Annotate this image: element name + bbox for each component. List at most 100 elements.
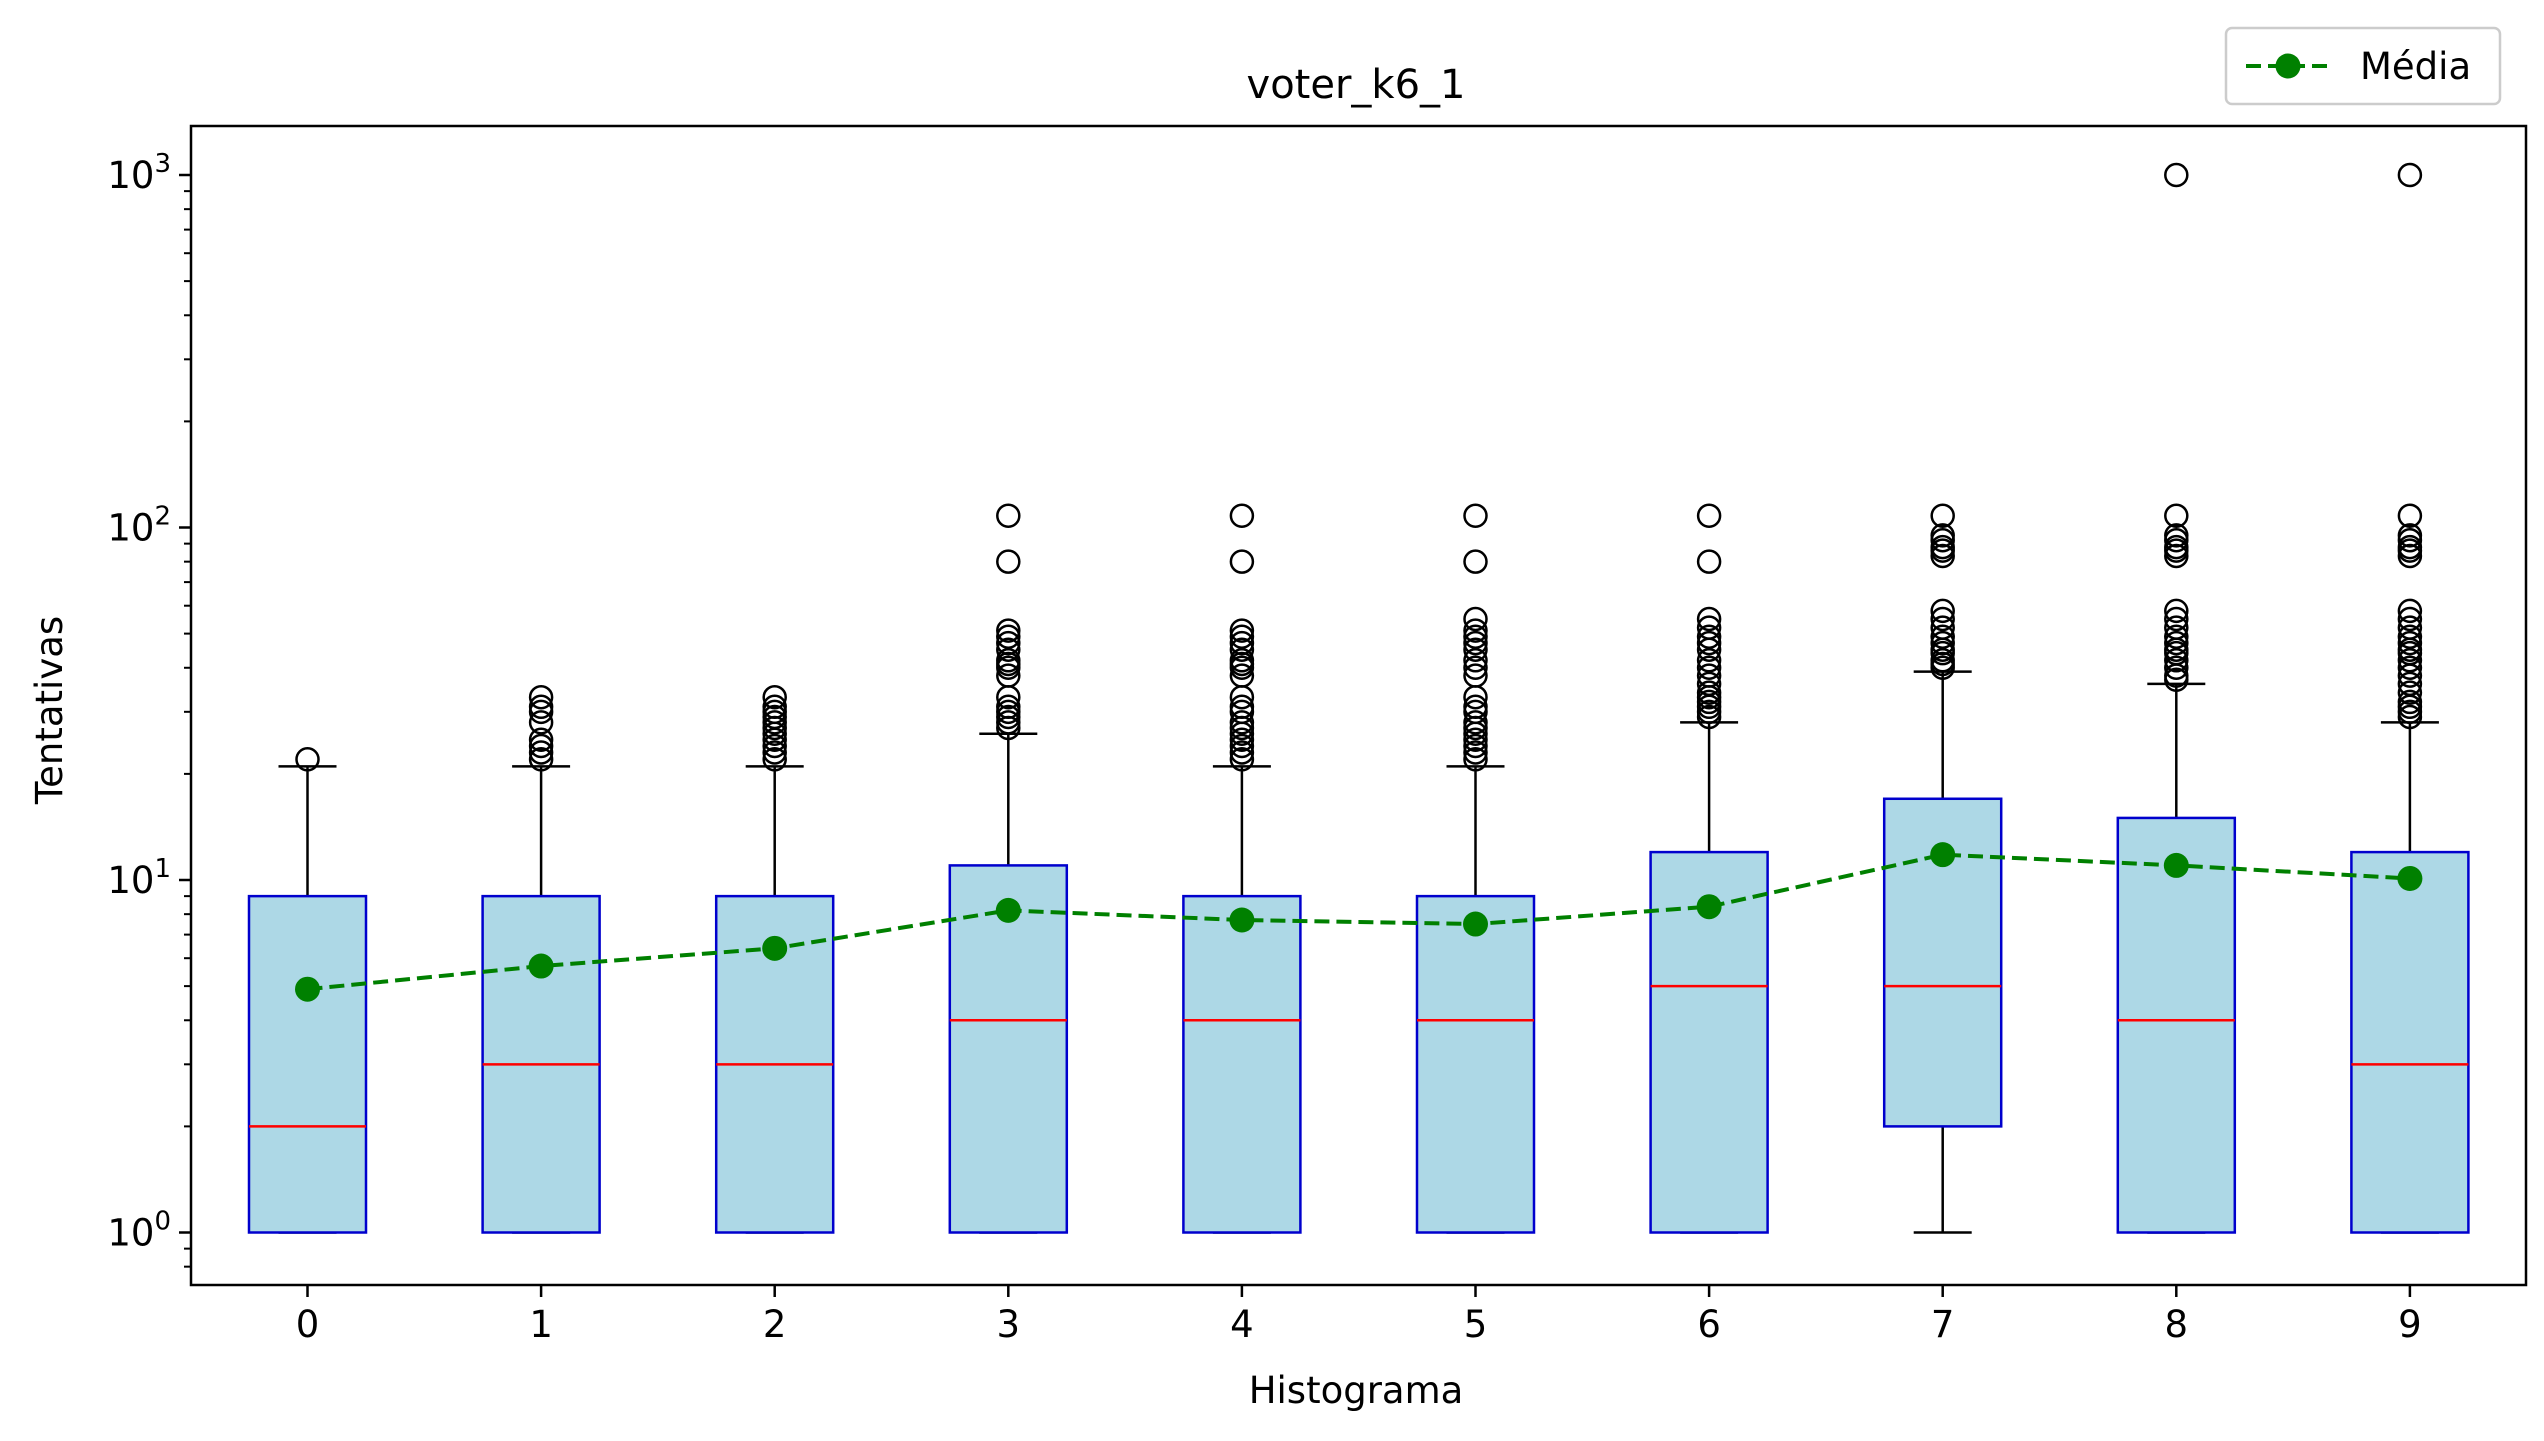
- outlier-point: [1463, 624, 1488, 649]
- outlier-point: [2397, 534, 2423, 560]
- y-tick-label: 101: [107, 854, 171, 902]
- outlier-point: [996, 630, 1021, 656]
- outlier-point: [1229, 503, 1255, 528]
- outlier-point: [1696, 615, 1722, 640]
- outlier-point: [1696, 648, 1722, 673]
- outlier-point: [2397, 630, 2423, 656]
- x-tick-label: 6: [1697, 1303, 1721, 1346]
- outlier-point: [1463, 655, 1488, 681]
- outlier-point: [1696, 549, 1722, 574]
- outlier-point: [1930, 543, 1955, 569]
- legend-box: [2224, 26, 2502, 106]
- outlier-point: [2164, 606, 2189, 632]
- legend: Média: [2224, 26, 2502, 106]
- x-axis: 0 1 2 3 4 5 6 7 8 9: [296, 1285, 2422, 1346]
- outlier-point: [2397, 162, 2423, 188]
- outlier-point: [1463, 733, 1488, 759]
- outlier-point: [2164, 598, 2189, 624]
- outlier-point: [2397, 606, 2423, 632]
- outlier-point: [1463, 727, 1488, 752]
- outlier-point: [2397, 655, 2423, 681]
- outlier-point: [2164, 543, 2189, 569]
- outlier-point: [996, 694, 1021, 720]
- outlier-point: [1696, 606, 1722, 632]
- y-axis: 100 101 102 103: [107, 149, 191, 1268]
- mean-point: [1463, 911, 1488, 937]
- outlier-point: [996, 648, 1021, 673]
- mean-point: [762, 935, 788, 961]
- outlier-point: [2397, 615, 2423, 640]
- outlier-point: [996, 637, 1021, 662]
- box-group-6: [1649, 503, 1769, 1234]
- box-group-0: [247, 747, 368, 1234]
- outlier-point: [2397, 598, 2423, 624]
- x-tick-label: 1: [529, 1303, 553, 1346]
- outlier-point: [528, 727, 554, 752]
- outlier-point: [1229, 648, 1255, 673]
- x-tick-label: 2: [763, 1303, 787, 1346]
- outlier-point: [996, 618, 1021, 643]
- box-group-1: [481, 684, 601, 1234]
- outlier-point: [2164, 503, 2189, 528]
- chart-title: voter_k6_1: [1247, 62, 1466, 108]
- outlier-point: [1229, 630, 1255, 656]
- outlier-point: [295, 747, 320, 772]
- outlier-point: [1463, 747, 1488, 772]
- outlier-point: [1696, 503, 1722, 528]
- box: [1182, 894, 1302, 1234]
- axes-frame: [189, 124, 2528, 1287]
- outlier-point: [1229, 624, 1255, 649]
- box: [1415, 894, 1536, 1234]
- box: [247, 894, 368, 1234]
- box: [2350, 850, 2470, 1234]
- outlier-point: [1229, 733, 1255, 759]
- box: [2116, 816, 2237, 1234]
- mean-point: [1229, 907, 1255, 933]
- x-tick-label: 5: [1464, 1303, 1488, 1346]
- outlier-point: [762, 733, 787, 759]
- outlier-point: [528, 694, 554, 720]
- outlier-point: [2397, 624, 2423, 649]
- mean-point: [528, 953, 554, 979]
- outlier-point: [1463, 618, 1488, 643]
- x-tick-label: 0: [296, 1303, 320, 1346]
- outlier-point: [996, 503, 1021, 528]
- outlier-point: [1696, 671, 1722, 697]
- outlier-point: [1930, 503, 1955, 528]
- mean-point: [1696, 894, 1722, 920]
- outlier-point: [1229, 694, 1255, 720]
- box: [948, 864, 1069, 1234]
- outlier-point: [996, 549, 1021, 574]
- outlier-point: [1930, 648, 1955, 673]
- outlier-point: [1930, 534, 1955, 560]
- outlier-point: [1696, 655, 1722, 681]
- outlier-point: [2164, 655, 2189, 681]
- outlier-point: [1229, 740, 1255, 765]
- outlier-point: [1463, 606, 1488, 632]
- legend-marker: [2275, 53, 2301, 79]
- plot-area: [247, 162, 2470, 1234]
- outlier-point: [762, 694, 787, 720]
- outlier-point: [762, 684, 787, 710]
- box-group-8: [2116, 162, 2237, 1234]
- x-tick-label: 7: [1931, 1303, 1955, 1346]
- x-axis-label: Histograma: [1249, 1369, 1464, 1412]
- outlier-point: [2397, 680, 2423, 705]
- box-group-5: [1415, 503, 1536, 1234]
- box-group-9: [2350, 162, 2470, 1234]
- x-tick-label: 9: [2398, 1303, 2422, 1346]
- outlier-point: [528, 733, 554, 759]
- outlier-point: [1463, 549, 1488, 574]
- mean-point: [995, 897, 1021, 923]
- outlier-point: [1463, 740, 1488, 765]
- mean-point: [1930, 842, 1956, 868]
- outlier-point: [1229, 663, 1255, 688]
- mean-line: [307, 852, 2411, 992]
- outlier-point: [1930, 606, 1955, 632]
- outlier-point: [2164, 648, 2189, 673]
- outlier-point: [2397, 543, 2423, 569]
- outlier-point: [1463, 648, 1488, 673]
- outlier-point: [1229, 710, 1255, 735]
- y-tick-label: 102: [107, 502, 171, 550]
- box-group-7: [1882, 503, 2003, 1234]
